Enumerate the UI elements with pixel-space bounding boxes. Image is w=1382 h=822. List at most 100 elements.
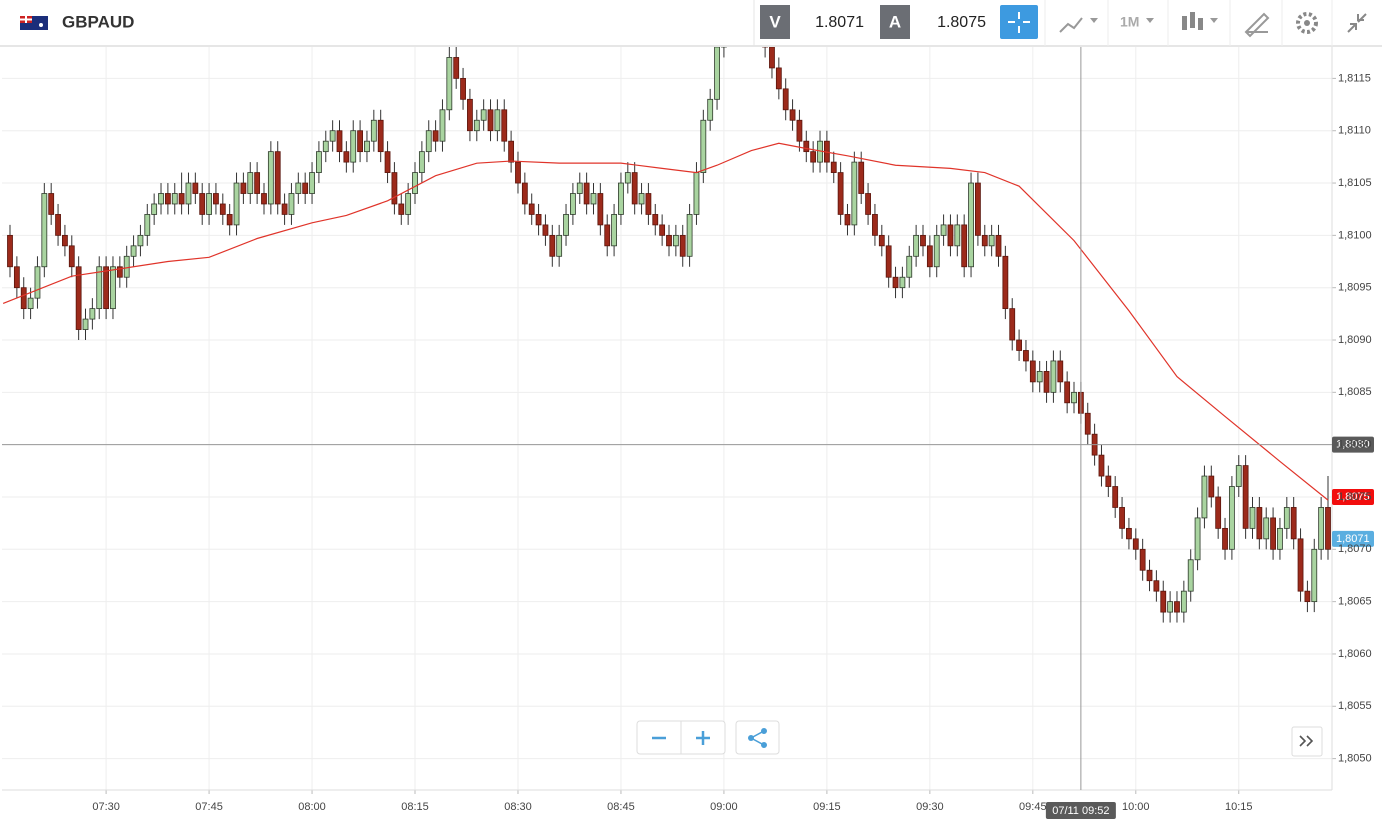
candle-body — [810, 151, 817, 163]
candle-body — [274, 151, 281, 205]
y-tick-label: 1,8080 — [1338, 439, 1372, 451]
candle-style-button[interactable] — [1182, 12, 1218, 30]
candle-body — [968, 182, 974, 268]
candle-body — [1208, 475, 1215, 498]
candle-body — [27, 297, 34, 310]
y-tick-label: 1,8085 — [1338, 386, 1372, 398]
candle-body — [865, 193, 871, 215]
candle-body — [432, 130, 439, 142]
ask-tag[interactable] — [880, 5, 910, 39]
candle-body — [453, 57, 460, 79]
candle-body — [377, 119, 384, 153]
candle-body — [1119, 507, 1125, 529]
zoom-in-button[interactable] — [696, 731, 710, 745]
x-tick-label: 07:45 — [195, 801, 223, 813]
candle-body — [1153, 580, 1160, 592]
candle-body — [1016, 339, 1022, 351]
flag-icon — [20, 16, 48, 30]
candle-body — [1277, 527, 1283, 550]
candle-body — [329, 130, 336, 142]
ask-tag-label: A — [889, 12, 901, 31]
candle-body — [425, 130, 432, 153]
candle-body — [391, 172, 398, 205]
candle-body — [158, 193, 164, 205]
candle-body — [343, 151, 350, 163]
crosshair-button[interactable] — [1000, 5, 1038, 39]
candle-body — [137, 234, 144, 247]
candle-body — [666, 234, 672, 247]
candle-body — [913, 234, 920, 257]
chart-type-button[interactable] — [1059, 17, 1098, 33]
candle-body — [494, 109, 501, 132]
candle-body — [796, 119, 803, 142]
collapse-button[interactable] — [1347, 13, 1367, 33]
candle-body — [1194, 517, 1201, 561]
candle-body — [769, 47, 775, 69]
candle-body — [501, 109, 508, 142]
settings-button[interactable] — [1296, 12, 1318, 34]
candle-body — [611, 214, 617, 247]
y-tick-label: 1,8105 — [1338, 177, 1372, 189]
candle-body — [1311, 548, 1318, 603]
y-tick-label: 1,8090 — [1338, 334, 1372, 346]
candle-body — [981, 234, 988, 247]
candle-body — [679, 234, 686, 257]
settings-icon — [1304, 20, 1310, 26]
candle-body — [954, 224, 961, 247]
candle-body — [1139, 548, 1146, 571]
candle-body — [1263, 517, 1270, 540]
draw-button[interactable] — [1244, 12, 1270, 38]
x-tick-label: 10:15 — [1225, 801, 1253, 813]
candle-body — [851, 161, 858, 226]
candle-body — [1050, 360, 1057, 393]
candle-body — [563, 214, 569, 236]
candle-body — [357, 130, 363, 153]
price-tag — [1332, 488, 1374, 505]
candle-body — [350, 130, 357, 163]
share-button[interactable] — [735, 720, 780, 755]
candle-body — [398, 203, 405, 215]
y-tick-label: 1,8095 — [1338, 282, 1372, 294]
candle-body — [1215, 496, 1222, 529]
timeframe-button[interactable]: 1M — [1120, 14, 1139, 30]
candle-body — [1242, 465, 1249, 529]
candle-body — [34, 266, 41, 299]
ask-price: 1.8075 — [937, 14, 986, 31]
candle-body — [7, 234, 13, 268]
candle-body — [515, 161, 521, 184]
bid-tag[interactable] — [760, 5, 790, 39]
y-tick-label: 1,8100 — [1338, 229, 1372, 241]
candle-body — [597, 193, 604, 226]
y-tick-label: 1,8055 — [1338, 700, 1372, 712]
candle-body — [638, 193, 645, 205]
candle-body — [1009, 308, 1016, 341]
candle-body — [1187, 559, 1194, 592]
moving-average — [2, 142, 1329, 501]
candle-body — [295, 182, 302, 194]
candle-body — [569, 193, 576, 215]
candle-body — [103, 266, 110, 310]
candle-body — [240, 182, 247, 194]
candle-body — [213, 193, 219, 205]
x-tick-label: 08:45 — [607, 801, 635, 813]
scroll-right-button[interactable] — [1291, 726, 1323, 757]
y-tick-label: 1,8050 — [1338, 753, 1372, 765]
candle-body — [96, 266, 103, 310]
candle-body — [192, 182, 199, 194]
candle-body — [858, 161, 865, 194]
candle-body — [302, 182, 309, 194]
candle-body — [782, 88, 789, 111]
bid-price: 1.8071 — [815, 14, 864, 31]
candle-body — [473, 119, 480, 132]
candle-body — [885, 245, 892, 278]
candle-body — [370, 119, 377, 142]
candle-body — [123, 255, 130, 278]
candle-body — [659, 224, 666, 236]
candle-body — [267, 151, 274, 205]
dropdown-arrow — [1146, 18, 1154, 23]
y-tick-label: 1,8115 — [1338, 72, 1371, 84]
candle-body — [322, 140, 329, 153]
x-tick-label: 09:45 — [1019, 801, 1047, 813]
x-tick-label: 09:30 — [916, 801, 944, 813]
